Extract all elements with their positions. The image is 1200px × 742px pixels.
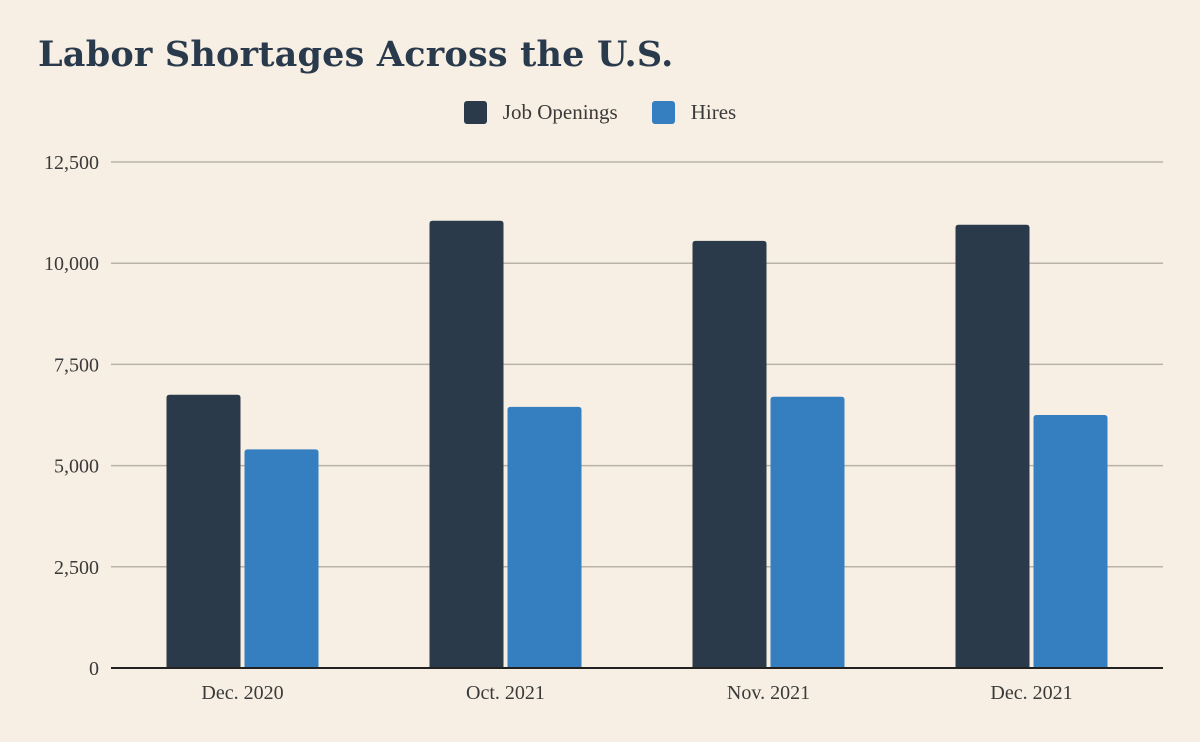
legend-item-job-openings[interactable]: Job Openings	[463, 100, 618, 125]
y-tick-label: 2,500	[54, 557, 99, 579]
bar-job-openings	[692, 240, 767, 668]
x-tick-label: Oct. 2021	[466, 682, 545, 704]
x-tick-label: Dec. 2021	[990, 682, 1072, 704]
legend-label-job-openings: Job Openings	[502, 100, 618, 124]
bar-hires	[507, 406, 582, 668]
legend: Job Openings Hires	[0, 100, 1200, 125]
legend-label-hires: Hires	[690, 100, 737, 124]
legend-swatch-hires	[651, 101, 675, 124]
x-tick-label: Dec. 2020	[201, 682, 283, 704]
bar-job-openings	[955, 224, 1030, 668]
y-tick-label: 12,500	[44, 152, 99, 174]
bar-job-openings	[429, 220, 504, 669]
bar-job-openings	[166, 394, 241, 668]
x-tick-label: Nov. 2021	[727, 682, 810, 704]
legend-item-hires[interactable]: Hires	[651, 100, 737, 125]
legend-swatch-job-openings	[463, 101, 487, 124]
y-tick-label: 0	[89, 658, 99, 680]
chart-title: Labor Shortages Across the U.S.	[38, 34, 674, 75]
bar-hires	[244, 449, 319, 668]
bar-hires	[1033, 415, 1108, 668]
y-tick-label: 7,500	[54, 354, 99, 376]
bar-hires	[770, 396, 845, 668]
y-tick-label: 5,000	[54, 456, 99, 478]
y-tick-label: 10,000	[44, 253, 99, 275]
